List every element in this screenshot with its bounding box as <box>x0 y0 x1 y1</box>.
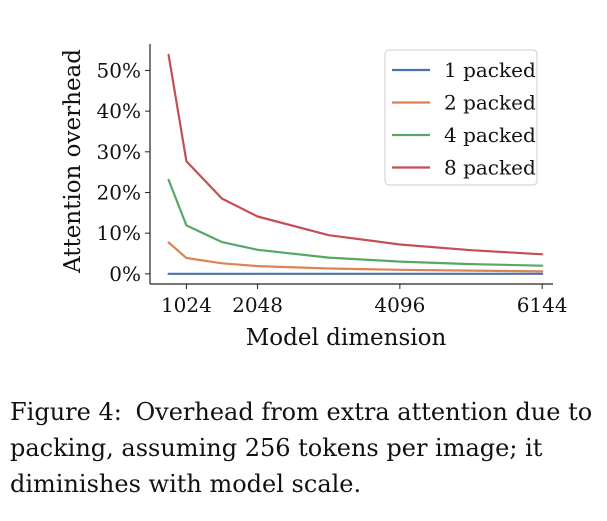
figure-caption: Figure 4: Overhead from extra attention … <box>10 394 602 502</box>
y-tick-label: 40% <box>97 99 141 123</box>
y-tick-label: 30% <box>97 140 141 164</box>
series-line-4-packed <box>167 178 544 267</box>
series-layer <box>167 53 544 275</box>
y-tick-label: 50% <box>97 58 141 82</box>
x-ticks: 1024 2048 4096 6144 <box>161 284 568 317</box>
y-ticks: 0% 10% 20% 30% 40% 50% <box>97 58 150 286</box>
y-tick-label: 10% <box>97 221 141 245</box>
x-tick-label: 2048 <box>232 293 283 317</box>
legend-label-4-packed: 4 packed <box>444 123 536 147</box>
x-axis-label: Model dimension <box>246 325 447 351</box>
x-tick-label: 1024 <box>161 293 212 317</box>
legend-label-2-packed: 2 packed <box>444 91 536 115</box>
y-tick-label: 20% <box>97 180 141 204</box>
legend-label-8-packed: 8 packed <box>444 156 536 180</box>
legend-label-1-packed: 1 packed <box>444 58 536 82</box>
series-line-8-packed <box>167 53 544 256</box>
x-tick-label: 6144 <box>517 293 568 317</box>
legend: 1 packed 2 packed 4 packed 8 packed <box>384 49 538 186</box>
line-chart: 0% 10% 20% 30% 40% 50% 1024 2048 4096 6144 Model… <box>60 44 568 351</box>
x-tick-label: 4096 <box>374 293 425 317</box>
caption-label: Figure 4: <box>10 398 122 426</box>
y-tick-label: 0% <box>109 262 141 286</box>
legend-box <box>384 49 538 186</box>
caption-text: Overhead from extra attention due to pac… <box>10 398 593 498</box>
y-axis-label: Attention overhead <box>60 49 86 274</box>
series-line-2-packed <box>167 241 544 273</box>
